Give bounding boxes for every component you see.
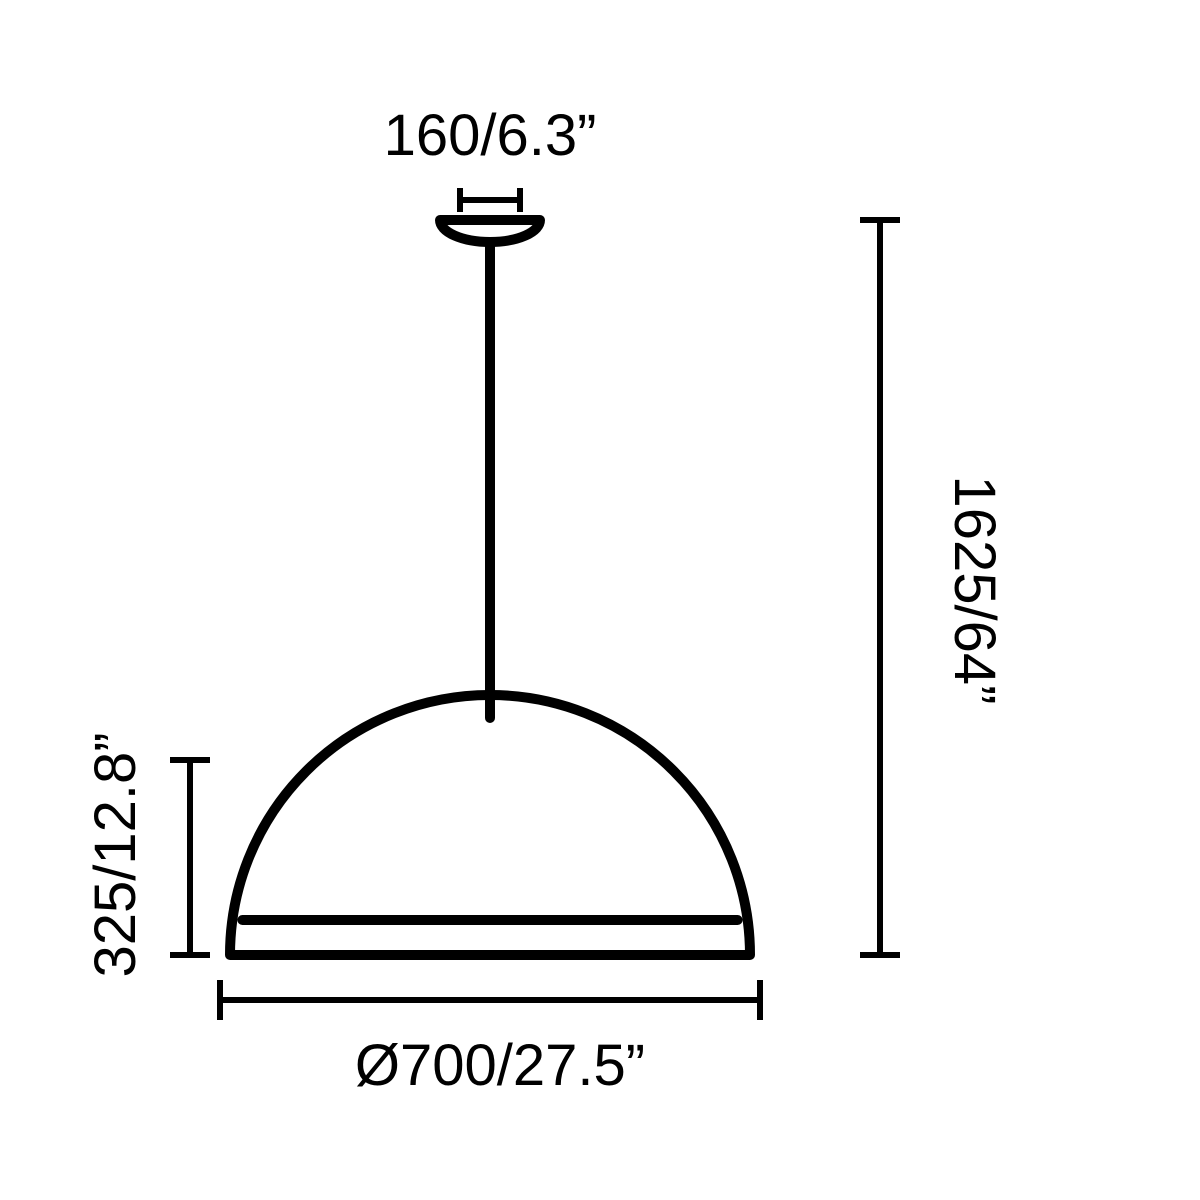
label-top: 160/6.3”: [384, 103, 597, 168]
dim-right: [860, 220, 900, 955]
label-right: 1625/64”: [942, 476, 1007, 705]
dimension-diagram: 160/6.3” 1625/64” 325/12.8” Ø700/27.5”: [0, 0, 1200, 1200]
dim-left: [170, 760, 210, 955]
dim-bottom: [220, 980, 760, 1020]
label-left: 325/12.8”: [83, 732, 148, 977]
label-bottom: Ø700/27.5”: [355, 1033, 645, 1098]
dim-top: [460, 188, 520, 212]
